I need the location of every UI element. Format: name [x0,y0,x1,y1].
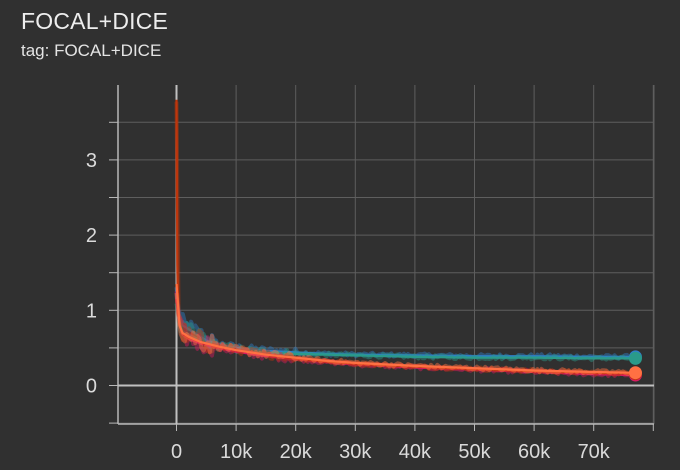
x-tick-label: 20k [280,441,313,463]
series-lines [174,99,631,378]
series-raw-line-5 [174,292,630,376]
x-tick-labels: 0 10k 20k 30k 40k 50k 60k 70k [171,441,611,463]
y-tick-label: 1 [86,300,97,322]
y-tick-label: 3 [86,150,97,172]
y-tick-label: 2 [86,225,97,247]
x-tick-label: 60k [518,441,551,463]
series-end-marker-5 [628,366,642,380]
chart-tag-subtitle: tag: FOCAL+DICE [21,41,162,60]
series-line-5 [175,283,630,374]
axes [109,85,654,431]
chart-title: FOCAL+DICE [21,8,169,34]
y-tick-label: 0 [86,376,97,398]
y-tick-labels: 0 1 2 3 [86,150,97,398]
series-end-marker-2 [628,351,642,365]
series-line-2 [175,302,630,360]
x-tick-label: 70k [578,441,611,463]
series-line-4 [175,99,630,375]
series-line-1 [175,291,630,358]
x-tick-label: 40k [399,441,432,463]
x-tick-label: 10k [220,441,253,463]
series-end-markers [628,350,642,382]
x-tick-label: 30k [339,441,372,463]
series-raw-line-3 [174,291,630,378]
series-raw-line-4 [174,101,630,377]
x-tick-label: 0 [171,441,182,463]
x-tick-label: 50k [458,441,491,463]
